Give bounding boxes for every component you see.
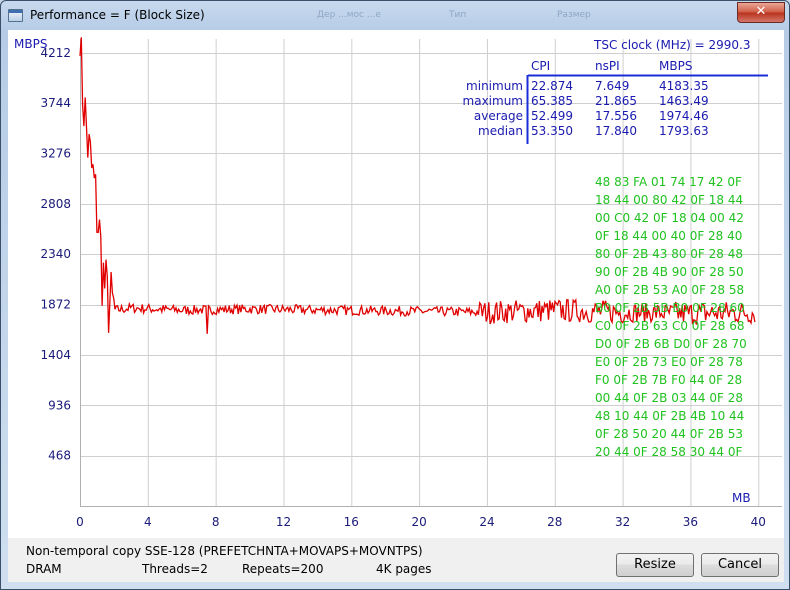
hexdump-row: 48 83 FA 01 74 17 42 0F (595, 175, 742, 189)
y-tick-label: 2340 (40, 247, 71, 261)
stats-cell: 17.840 (595, 124, 637, 138)
stats-column-header: nsPI (595, 59, 620, 73)
y-tick-label: 1404 (40, 348, 71, 362)
x-tick-label: 36 (683, 515, 698, 529)
hexdump-row: 20 44 0F 28 58 30 44 0F (595, 445, 742, 459)
stats-cell: 1793.63 (659, 124, 709, 138)
y-tick-label: 1872 (40, 298, 71, 312)
hexdump-row: 00 C0 42 0F 18 04 00 42 (595, 211, 744, 225)
repeats-count: Repeats=200 (242, 562, 324, 576)
stats-cell: 22.874 (531, 79, 573, 93)
y-tick-label: 936 (48, 398, 71, 412)
stats-cell: 1974.46 (659, 109, 709, 123)
hexdump-row: 90 0F 2B 4B 90 0F 28 50 (595, 265, 744, 279)
x-tick-label: 40 (751, 515, 766, 529)
hexdump-row: 18 44 00 80 42 0F 18 44 (595, 193, 743, 207)
stats-cell: 7.649 (595, 79, 629, 93)
performance-chart: 468 936 1404 1872 2340 2808 3276 3744 4212 0 4 8 12 1… (14, 37, 782, 529)
y-tick-label: 2808 (40, 197, 71, 211)
hexdump-row: F0 0F 2B 7B F0 44 0F 28 (595, 373, 742, 387)
stats-row-label: median (478, 124, 523, 138)
stats-cell: 17.556 (595, 109, 637, 123)
x-tick-label: 8 (212, 515, 220, 529)
hexdump-row: 80 0F 2B 43 80 0F 28 48 (595, 247, 743, 261)
hexdump-row: 48 10 44 0F 2B 4B 10 44 (595, 409, 744, 423)
x-tick-label: 28 (547, 515, 562, 529)
status-panel: Non-temporal copy SSE-128 (PREFETCHNTA+M… (8, 538, 784, 582)
hexdump-row: E0 0F 2B 73 E0 0F 28 78 (595, 355, 743, 369)
stats-row-label: maximum (463, 94, 523, 108)
x-tick-label: 20 (411, 515, 426, 529)
stats-column-header: MBPS (659, 59, 692, 73)
chart-area: 468 936 1404 1872 2340 2808 3276 3744 4212 0 4 8 12 1… (8, 30, 784, 538)
close-icon: ✕ (755, 4, 767, 19)
hexdump-row: 00 44 0F 2B 03 44 0F 28 (595, 391, 743, 405)
x-axis-label: MB (732, 491, 751, 505)
hexdump-row: 0F 18 44 00 40 0F 28 40 (595, 229, 742, 243)
stats-row-label: average (474, 109, 523, 123)
hexdump-row: 0F 28 50 20 44 0F 2B 53 (595, 427, 743, 441)
resize-button[interactable]: Resize (616, 553, 694, 577)
hexdump-row: D0 0F 2B 6B D0 0F 28 70 (595, 337, 747, 351)
series-line-mbps (79, 37, 756, 334)
y-tick-label: 4212 (40, 46, 71, 60)
x-tick-label: 12 (276, 515, 291, 529)
y-axis-label: MBPS (14, 37, 47, 51)
y-tick-label: 3744 (40, 96, 71, 110)
stats-cell: 21.865 (595, 94, 637, 108)
close-button[interactable]: ✕ (737, 2, 785, 23)
title-bar[interactable]: Performance = F (Block Size) Дер ...мос … (1, 1, 789, 29)
page-size: 4K pages (376, 562, 432, 576)
background-ghost-label: Дер ...мос ...е (317, 10, 381, 20)
hexdump-row: B0 0F 2B 5B B0 0F 28 60 (595, 301, 745, 315)
x-tick-label: 16 (344, 515, 359, 529)
x-tick-label: 24 (479, 515, 494, 529)
x-tick-label: 0 (76, 515, 84, 529)
cancel-button[interactable]: Cancel (701, 553, 779, 577)
window-title: Performance = F (Block Size) (30, 8, 205, 22)
x-tick-label: 32 (615, 515, 630, 529)
stats-row-label: minimum (466, 79, 523, 93)
threads-count: Threads=2 (142, 562, 208, 576)
stats-cell: 52.499 (531, 109, 573, 123)
y-tick-label: 468 (48, 449, 71, 463)
stats-column-header: CPI (531, 59, 550, 73)
x-tick-label: 4 (144, 515, 152, 529)
stats-cell: 65.385 (531, 94, 573, 108)
stats-cell: 53.350 (531, 124, 573, 138)
tsc-clock-label: TSC clock (MHz) = 2990.3 (593, 38, 751, 52)
stats-cell: 1463.49 (659, 94, 709, 108)
y-tick-label: 3276 (40, 146, 71, 160)
window-app-icon (8, 9, 23, 22)
stats-cell: 4183.35 (659, 79, 709, 93)
hexdump-row: C0 0F 2B 63 C0 0F 28 68 (595, 319, 744, 333)
hexdump-row: A0 0F 2B 53 A0 0F 28 58 (595, 283, 744, 297)
background-ghost-label: Размер (557, 10, 591, 20)
background-ghost-label: Тип (449, 10, 467, 20)
test-name: Non-temporal copy SSE-128 (PREFETCHNTA+M… (26, 544, 423, 558)
memory-type: DRAM (26, 562, 62, 576)
